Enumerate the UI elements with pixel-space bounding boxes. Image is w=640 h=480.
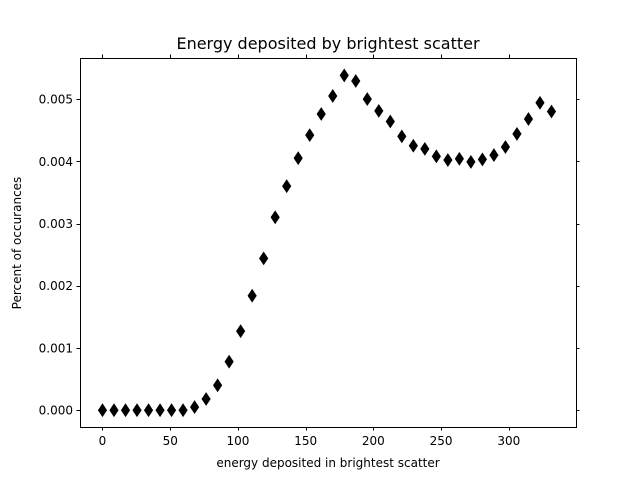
data-point [454,151,464,166]
data-point [362,92,372,106]
data-point [166,403,177,418]
data-point [546,104,557,119]
data-point [408,138,418,153]
x-tick-label: 300 [497,434,520,448]
data-point [431,149,441,164]
data-point [109,403,119,418]
data-point [189,400,200,414]
data-point [466,155,476,169]
data-point [374,103,384,118]
y-tick-label: 0.003 [39,217,73,231]
data-point [120,403,131,418]
y-tick-label: 0.004 [39,155,73,169]
data-point [143,403,154,418]
y-tick-label: 0.001 [39,341,73,355]
data-point [351,74,361,88]
data-point [236,324,246,339]
x-tick-label: 100 [226,434,249,448]
data-point [512,127,522,141]
x-tick-label: 0 [99,434,107,448]
data-point [420,141,430,156]
data-point [523,112,534,126]
data-point [282,179,292,194]
data-point [339,68,349,83]
data-point [132,403,142,418]
data-point [477,152,488,167]
plot-frame [80,58,577,428]
y-tick-label: 0.000 [39,404,73,418]
data-point [213,378,223,393]
data-point [201,392,211,406]
x-axis-label: energy deposited in brightest scatter [216,456,439,470]
data-point [397,129,407,144]
x-tick-label: 150 [294,434,317,448]
data-point [443,153,453,167]
data-point [489,148,499,162]
data-point [224,354,234,369]
chart-title: Energy deposited by brightest scatter [176,34,480,53]
data-point [500,140,511,154]
data-point [316,107,326,121]
data-point [305,128,315,143]
data-point [385,114,395,129]
data-point [535,95,545,110]
y-axis-label: Percent of occurances [10,177,24,310]
x-tick-label: 250 [430,434,453,448]
data-point [270,210,280,225]
data-point [328,89,338,103]
data-point [293,151,303,166]
data-point [247,288,257,303]
y-tick-label: 0.005 [39,93,73,107]
data-point [178,403,188,418]
data-points [97,68,557,418]
data-point [259,251,269,266]
ticks-layer: 0 50 100 150 200 250 300 0.000 0.001 0.002 0.003 0.… [39,54,580,448]
data-point [97,403,108,418]
y-tick-label: 0.002 [39,279,73,293]
x-tick-label: 200 [362,434,385,448]
data-point [155,403,165,418]
x-tick-label: 50 [163,434,178,448]
